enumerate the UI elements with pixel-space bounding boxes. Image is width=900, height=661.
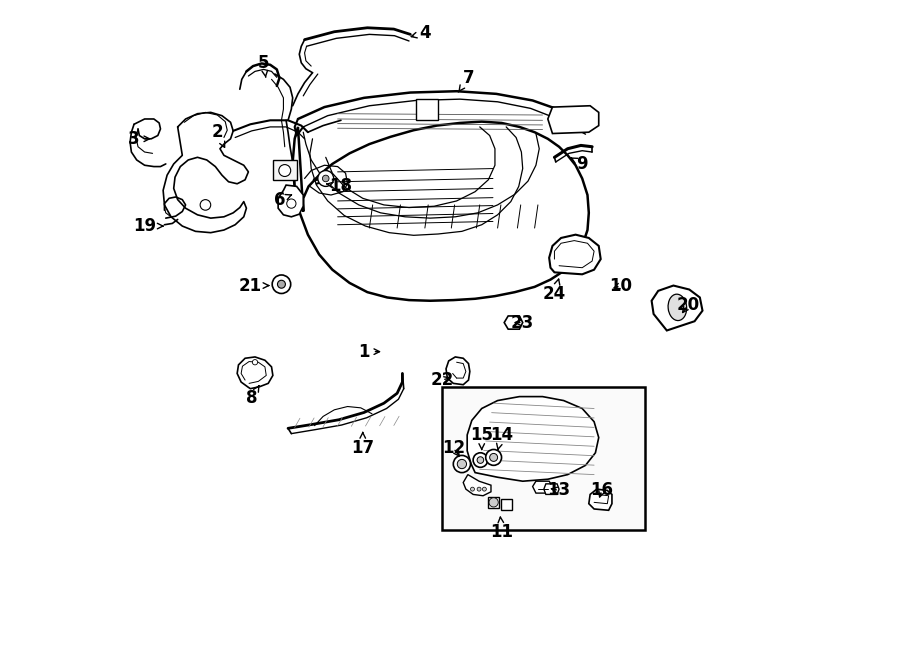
Polygon shape (549, 235, 600, 274)
Polygon shape (238, 357, 273, 389)
Text: 3: 3 (128, 130, 149, 148)
Circle shape (490, 453, 498, 461)
Circle shape (200, 200, 211, 210)
Text: 20: 20 (677, 296, 699, 315)
Polygon shape (464, 475, 491, 496)
Text: 21: 21 (238, 276, 269, 295)
Polygon shape (278, 185, 303, 217)
Text: 7: 7 (458, 69, 474, 92)
Polygon shape (292, 122, 589, 301)
Text: 14: 14 (490, 426, 513, 449)
Polygon shape (548, 106, 599, 134)
Circle shape (482, 487, 486, 491)
Circle shape (322, 175, 329, 182)
Circle shape (477, 457, 483, 463)
Polygon shape (467, 397, 598, 481)
Text: 1: 1 (358, 342, 380, 361)
Circle shape (477, 487, 482, 491)
Circle shape (486, 449, 501, 465)
Circle shape (457, 459, 466, 469)
Text: 23: 23 (511, 313, 535, 332)
Polygon shape (533, 481, 553, 493)
Polygon shape (446, 357, 470, 385)
Polygon shape (489, 497, 499, 508)
Ellipse shape (668, 294, 687, 321)
Circle shape (489, 498, 499, 507)
Circle shape (473, 453, 488, 467)
Text: 4: 4 (411, 24, 431, 42)
Text: 10: 10 (609, 276, 632, 295)
Text: 19: 19 (133, 217, 163, 235)
Polygon shape (273, 160, 297, 180)
Text: 16: 16 (590, 481, 614, 500)
Text: 2: 2 (212, 123, 225, 147)
Text: 6: 6 (274, 190, 292, 209)
Text: 17: 17 (351, 432, 374, 457)
Circle shape (279, 165, 291, 176)
Circle shape (471, 487, 474, 491)
Text: 9: 9 (571, 155, 588, 173)
Text: 8: 8 (246, 386, 259, 407)
Text: 15: 15 (470, 426, 493, 449)
Polygon shape (416, 99, 438, 120)
Polygon shape (501, 499, 512, 510)
Text: 18: 18 (327, 177, 353, 196)
Text: 12: 12 (442, 439, 465, 457)
Circle shape (287, 199, 296, 208)
Circle shape (252, 360, 257, 365)
Polygon shape (589, 489, 612, 510)
Circle shape (272, 275, 291, 293)
Text: 5: 5 (257, 54, 269, 77)
Text: 13: 13 (547, 481, 571, 500)
Polygon shape (442, 387, 645, 530)
Text: 22: 22 (430, 371, 454, 389)
Polygon shape (544, 484, 559, 494)
Text: 11: 11 (491, 517, 513, 541)
Circle shape (318, 171, 334, 186)
Polygon shape (504, 316, 523, 329)
Text: 24: 24 (543, 279, 566, 303)
Circle shape (277, 280, 285, 288)
Circle shape (454, 455, 471, 473)
Polygon shape (652, 286, 703, 330)
